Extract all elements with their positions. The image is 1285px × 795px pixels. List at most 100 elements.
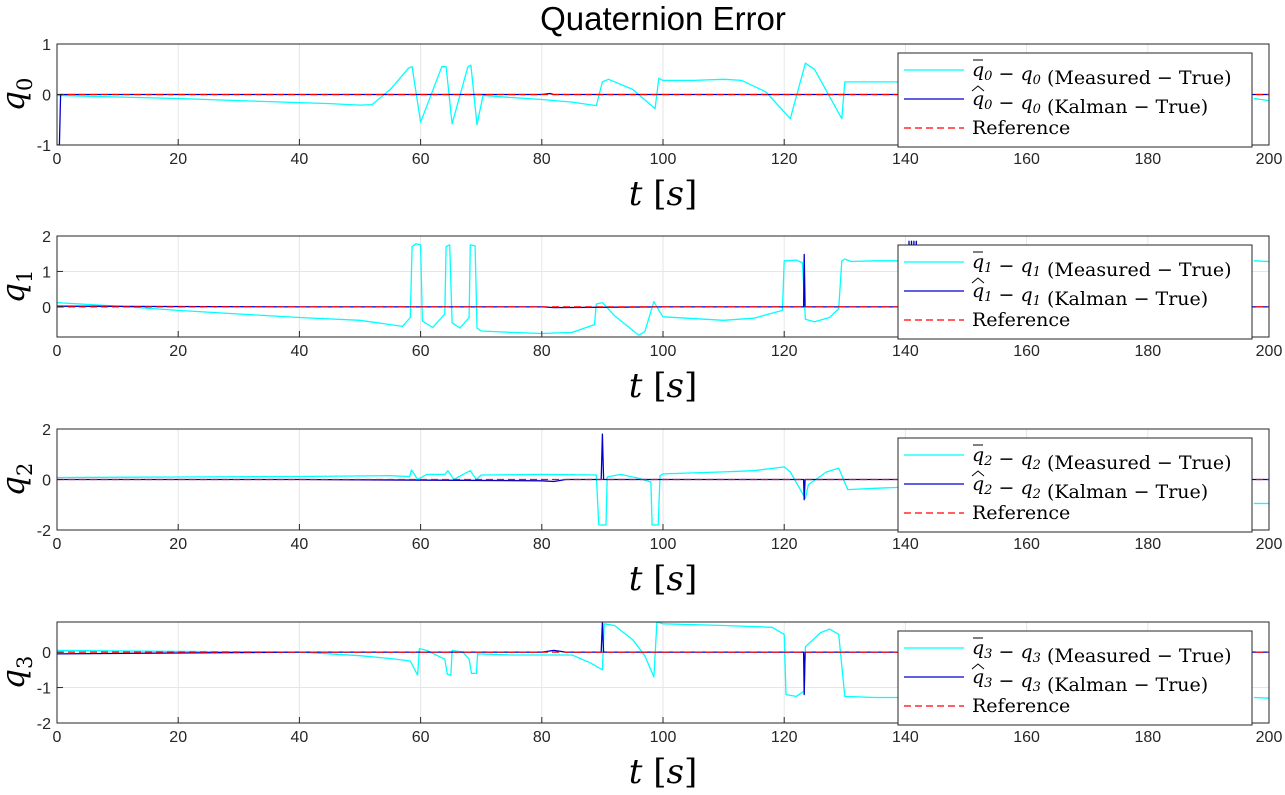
y-axis-label-base: q: [0, 476, 32, 496]
x-tick-label: 100: [650, 729, 677, 746]
legend-operator: −: [992, 92, 1020, 114]
legend: q1 − q1 (Measured − True)q1 − q1 (Kalman…: [897, 244, 1253, 340]
legend-box: [897, 244, 1253, 340]
legend-label-kalman: q0 − q0 (Kalman − True): [972, 88, 1208, 118]
x-tick-label: 180: [1134, 343, 1161, 360]
legend-description: (Measured − True): [1041, 645, 1232, 667]
legend-symbol: q: [1020, 284, 1032, 306]
y-axis-label-base: q: [0, 669, 32, 689]
x-axis-label-bracket: ]: [684, 559, 697, 599]
x-axis-label-variable: t: [629, 174, 643, 214]
x-axis-label-unit: s: [667, 559, 684, 599]
y-axis-label-base: q: [0, 283, 32, 303]
x-tick-label: 200: [1256, 536, 1283, 553]
x-tick-label: 80: [533, 536, 551, 553]
x-tick-label: 200: [1256, 729, 1283, 746]
x-axis-label-bracket: ]: [684, 366, 697, 406]
legend-hat-mark: [971, 663, 985, 670]
series-kalman-line: [57, 433, 1269, 501]
x-tick-label: 80: [533, 729, 551, 746]
x-axis-label: t [s]: [629, 559, 697, 599]
x-axis-label-bracket: [: [642, 174, 666, 214]
legend-label-reference: Reference: [972, 502, 1070, 524]
legend-symbol: q: [972, 251, 984, 273]
legend-box: [897, 52, 1253, 148]
legend: q2 − q2 (Measured − True)q2 − q2 (Kalman…: [897, 437, 1253, 533]
legend-operator: −: [992, 477, 1020, 499]
legend-symbol: q: [1020, 477, 1032, 499]
y-tick-label: 0: [42, 473, 51, 490]
legend-description: (Kalman − True): [1041, 481, 1208, 503]
legend-subscript: 3: [1033, 680, 1041, 695]
x-tick-label: 140: [892, 536, 919, 553]
figure-title: Quaternion Error: [540, 0, 786, 37]
legend-subscript: 0: [1033, 73, 1041, 88]
x-axis-label-unit: s: [667, 174, 684, 214]
series-measured-line: [57, 622, 906, 699]
legend-symbol: q: [1020, 670, 1032, 692]
y-axis-label-subscript: 1: [13, 270, 37, 283]
legend-label-kalman: q2 − q2 (Kalman − True): [972, 473, 1208, 503]
x-tick-label: 60: [412, 343, 430, 360]
y-tick-label: 0: [42, 300, 51, 317]
legend-description: (Kalman − True): [1041, 288, 1208, 310]
x-axis-label-unit: s: [667, 752, 684, 792]
x-tick-label: 100: [650, 151, 677, 168]
x-axis-label-variable: t: [629, 559, 643, 599]
y-axis-label-subscript: 2: [13, 463, 37, 476]
x-tick-label: 60: [412, 536, 430, 553]
legend-symbol: q: [1020, 255, 1032, 277]
plot-area: [57, 433, 1269, 526]
y-tick-label: -2: [37, 523, 51, 540]
x-tick-label: 20: [169, 343, 187, 360]
x-tick-label: 20: [169, 151, 187, 168]
legend-subscript: 1: [984, 290, 992, 305]
x-axis-label: t [s]: [629, 366, 697, 406]
y-axis-label: q1: [0, 270, 37, 304]
legend-symbol: q: [1020, 641, 1032, 663]
y-axis-label-subscript: 0: [13, 78, 37, 91]
legend-subscript: 2: [1032, 487, 1041, 502]
x-axis-label: t [s]: [629, 174, 697, 214]
legend-symbol: q: [972, 666, 984, 688]
legend-symbol: q: [972, 473, 984, 495]
legend-subscript: 3: [1033, 651, 1041, 666]
legend-subscript: 0: [1033, 102, 1041, 117]
subplot-q1: 020406080100120140160180200012q1t [s]q1 …: [0, 229, 1282, 406]
x-tick-label: 40: [291, 343, 309, 360]
legend-hat-mark: [971, 470, 985, 477]
legend-hat-mark: [971, 277, 985, 284]
x-axis-label: t [s]: [629, 752, 697, 792]
x-tick-label: 120: [771, 536, 798, 553]
y-axis-label: q2: [0, 463, 37, 497]
legend-subscript: 0: [984, 98, 992, 113]
legend-operator: −: [992, 284, 1020, 306]
x-axis-label-bracket: ]: [684, 752, 697, 792]
y-tick-label: 1: [42, 264, 51, 281]
x-axis-label-unit: s: [667, 366, 684, 406]
y-tick-label: 1: [42, 37, 51, 54]
x-tick-label: 200: [1256, 343, 1283, 360]
legend-description: (Measured − True): [1041, 259, 1232, 281]
legend-subscript: 1: [984, 261, 992, 276]
x-axis-label-variable: t: [629, 752, 643, 792]
y-tick-label: 2: [42, 422, 51, 439]
legend-description: (Measured − True): [1041, 452, 1232, 474]
legend: q0 − q0 (Measured − True)q0 − q0 (Kalman…: [897, 52, 1253, 148]
legend-symbol: q: [1020, 63, 1032, 85]
x-tick-label: 160: [1013, 151, 1040, 168]
legend-operator: −: [992, 255, 1020, 277]
legend-symbol: q: [972, 637, 984, 659]
legend-box: [897, 437, 1253, 533]
legend-subscript: 2: [983, 483, 992, 498]
legend-operator: −: [992, 448, 1020, 470]
x-tick-label: 100: [650, 343, 677, 360]
legend-operator: −: [992, 670, 1020, 692]
legend-subscript: 2: [983, 454, 992, 469]
legend-label-reference: Reference: [972, 695, 1070, 717]
x-tick-label: 20: [169, 536, 187, 553]
legend-label-measured: q1 − q1 (Measured − True): [972, 251, 1232, 281]
legend-label-measured: q3 − q3 (Measured − True): [972, 637, 1232, 667]
